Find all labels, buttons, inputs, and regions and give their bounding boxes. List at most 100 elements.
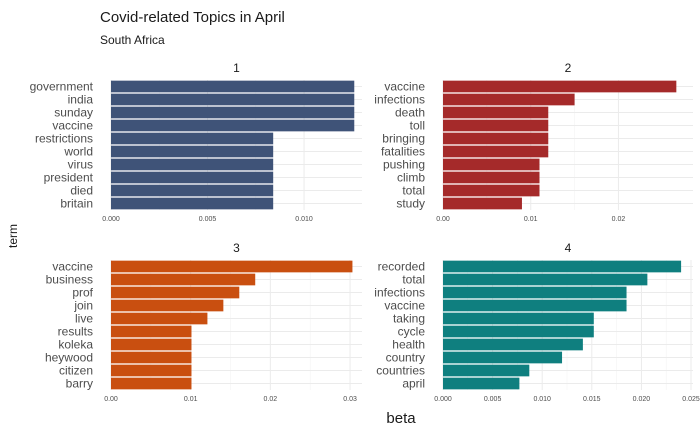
facet-panel-1: 0.000 0.005 0.010 1 governmentindiasundayvac… bbox=[30, 61, 362, 223]
chart-subtitle: South Africa bbox=[100, 33, 165, 47]
bar-vaccine bbox=[111, 260, 353, 273]
facet-panel-2: 0.00 0.01 0.02 2 vaccineinfectionsdeathtollb… bbox=[374, 61, 693, 223]
bar-citizen bbox=[111, 364, 192, 377]
category-label: heywood bbox=[45, 351, 93, 365]
category-label: died bbox=[70, 184, 93, 198]
bar-vaccine bbox=[443, 299, 627, 312]
bar-death bbox=[443, 106, 549, 119]
category-label: koleka bbox=[58, 338, 93, 352]
bar-koleka bbox=[111, 338, 192, 351]
category-label: business bbox=[46, 273, 93, 287]
x-tick-label: 0.025 bbox=[682, 396, 700, 403]
bar-infections bbox=[443, 286, 627, 299]
facet-strip-label: 1 bbox=[233, 61, 240, 75]
bar-restrictions bbox=[111, 132, 274, 145]
bar-health bbox=[443, 338, 583, 351]
bar-barry bbox=[111, 377, 192, 390]
bar-infections bbox=[443, 93, 575, 106]
category-label: president bbox=[44, 171, 94, 185]
x-tick-label: 0.005 bbox=[199, 216, 217, 223]
category-label: world bbox=[63, 145, 93, 159]
category-label: restrictions bbox=[35, 132, 93, 146]
category-label: april bbox=[402, 377, 425, 391]
bar-died bbox=[111, 184, 274, 197]
facet-strip-label: 3 bbox=[233, 241, 240, 255]
category-label: total bbox=[402, 273, 425, 287]
x-tick-label: 0.005 bbox=[484, 396, 502, 403]
bar-join bbox=[111, 299, 224, 312]
bar-india bbox=[111, 93, 355, 106]
x-tick-label: 0.010 bbox=[533, 396, 551, 403]
y-axis-title: term bbox=[6, 224, 20, 248]
category-label: vaccine bbox=[52, 260, 93, 274]
category-label: vaccine bbox=[52, 119, 93, 133]
bar-total bbox=[443, 184, 540, 197]
bar-prof bbox=[111, 286, 240, 299]
category-label: vaccine bbox=[384, 299, 425, 313]
bar-climb bbox=[443, 171, 540, 184]
category-label: india bbox=[68, 93, 94, 107]
x-tick-label: 0.020 bbox=[633, 396, 651, 403]
category-label: citizen bbox=[59, 364, 93, 378]
x-tick-label: 0.02 bbox=[612, 216, 626, 223]
category-label: cycle bbox=[398, 325, 426, 339]
facet-panels: 0.000 0.005 0.0101governmentindiasundayvac… bbox=[30, 61, 700, 403]
x-tick-label: 0.000 bbox=[434, 396, 452, 403]
category-label: prof bbox=[72, 286, 93, 300]
bar-heywood bbox=[111, 351, 192, 364]
x-tick-label: 0.015 bbox=[583, 396, 601, 403]
chart-title: Covid-related Topics in April bbox=[100, 9, 285, 26]
bar-fatalities bbox=[443, 145, 549, 158]
bar-president bbox=[111, 171, 274, 184]
category-label: government bbox=[30, 80, 94, 94]
x-tick-label: 0.01 bbox=[184, 396, 198, 403]
category-label: health bbox=[392, 338, 425, 352]
x-axis-title: beta bbox=[386, 410, 416, 427]
bar-britain bbox=[111, 197, 274, 210]
category-label: virus bbox=[68, 158, 93, 172]
category-label: recorded bbox=[378, 260, 425, 274]
bar-april bbox=[443, 377, 520, 390]
bar-results bbox=[111, 325, 192, 338]
x-tick-label: 0.01 bbox=[524, 216, 538, 223]
facet-strip-label: 4 bbox=[565, 241, 572, 255]
bar-toll bbox=[443, 119, 549, 132]
category-label: bringing bbox=[382, 132, 425, 146]
bar-country bbox=[443, 351, 563, 364]
bar-live bbox=[111, 312, 208, 325]
category-label: infections bbox=[374, 93, 425, 107]
bar-bringing bbox=[443, 132, 549, 145]
bar-business bbox=[111, 273, 256, 286]
bar-cycle bbox=[443, 325, 594, 338]
x-tick-label: 0.00 bbox=[104, 396, 118, 403]
facet-panel-3: 0.00 0.01 0.02 0.03 3 vaccinebusinessprofjoin… bbox=[45, 241, 362, 403]
category-label: sunday bbox=[54, 106, 93, 120]
x-tick-label: 0.03 bbox=[343, 396, 357, 403]
bar-government bbox=[111, 80, 355, 93]
x-tick-label: 0.02 bbox=[264, 396, 278, 403]
bar-countries bbox=[443, 364, 530, 377]
facet-strip-label: 2 bbox=[565, 61, 572, 75]
category-label: countries bbox=[376, 364, 425, 378]
x-tick-label: 0.00 bbox=[436, 216, 450, 223]
category-label: toll bbox=[410, 119, 425, 133]
bar-world bbox=[111, 145, 274, 158]
category-label: study bbox=[396, 197, 425, 211]
category-label: fatalities bbox=[381, 145, 425, 159]
category-label: death bbox=[395, 106, 425, 120]
category-label: country bbox=[386, 351, 425, 365]
category-label: vaccine bbox=[384, 80, 425, 94]
bar-virus bbox=[111, 158, 274, 171]
category-label: britain bbox=[60, 197, 93, 211]
x-tick-label: 0.010 bbox=[295, 216, 313, 223]
x-tick-label: 0.000 bbox=[102, 216, 120, 223]
bar-vaccine bbox=[111, 119, 355, 132]
bar-sunday bbox=[111, 106, 355, 119]
bar-recorded bbox=[443, 260, 682, 273]
category-label: total bbox=[402, 184, 425, 198]
category-label: results bbox=[58, 325, 93, 339]
bar-total bbox=[443, 273, 648, 286]
category-label: infections bbox=[374, 286, 425, 300]
category-label: join bbox=[73, 299, 93, 313]
